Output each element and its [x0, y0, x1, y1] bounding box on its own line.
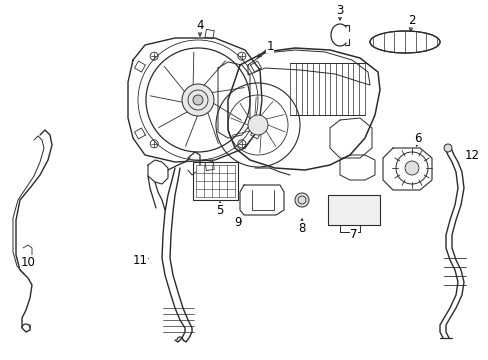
Bar — [193, 162, 238, 200]
Text: 10: 10 — [20, 256, 35, 269]
Circle shape — [404, 161, 418, 175]
Circle shape — [294, 193, 308, 207]
Text: 3: 3 — [336, 4, 343, 17]
Text: 7: 7 — [349, 228, 357, 240]
Text: 6: 6 — [413, 131, 421, 144]
Circle shape — [182, 84, 214, 116]
Circle shape — [443, 144, 451, 152]
Text: 8: 8 — [298, 221, 305, 234]
Text: 4: 4 — [196, 18, 203, 32]
Text: 1: 1 — [265, 40, 273, 53]
Circle shape — [193, 95, 203, 105]
Text: 11: 11 — [132, 253, 147, 266]
Circle shape — [247, 115, 267, 135]
Text: 2: 2 — [407, 14, 415, 27]
Text: 5: 5 — [216, 203, 223, 216]
Text: 9: 9 — [234, 216, 241, 229]
Text: 12: 12 — [464, 149, 479, 162]
Bar — [327, 195, 379, 225]
